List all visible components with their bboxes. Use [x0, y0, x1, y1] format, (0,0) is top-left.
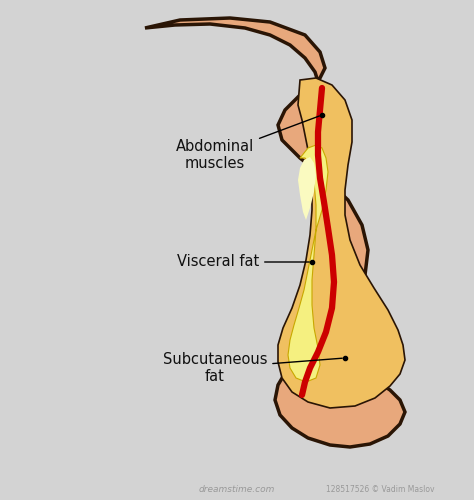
Polygon shape: [145, 18, 405, 447]
Polygon shape: [298, 157, 316, 220]
Text: 128517526 © Vadim Maslov: 128517526 © Vadim Maslov: [326, 486, 434, 494]
Text: Visceral fat: Visceral fat: [177, 254, 309, 270]
Text: dreamstime.com: dreamstime.com: [199, 486, 275, 494]
Text: Subcutaneous
fat: Subcutaneous fat: [163, 352, 342, 384]
Text: Abdominal
muscles: Abdominal muscles: [176, 116, 319, 171]
Polygon shape: [278, 78, 405, 408]
Polygon shape: [288, 145, 328, 382]
